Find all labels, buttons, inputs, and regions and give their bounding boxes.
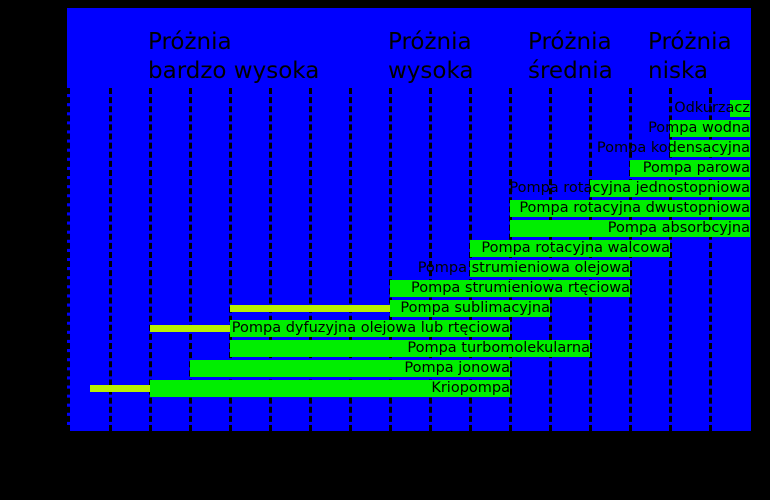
bar-row: Kriopompa — [67, 380, 751, 397]
range-bar — [590, 180, 750, 197]
gridline — [669, 88, 672, 431]
bar-label: Pompa strumieniowa olejowa — [417, 260, 630, 276]
range-bar — [670, 140, 750, 157]
gridline — [709, 88, 712, 431]
region-label: Próżnia niska — [648, 29, 732, 84]
gridline — [149, 88, 152, 431]
range-extension — [230, 305, 390, 312]
gridline — [309, 88, 312, 431]
range-bar — [150, 380, 510, 397]
bar-label: Kriopompa — [431, 380, 510, 396]
range-bar — [230, 340, 590, 357]
range-bar — [470, 240, 670, 257]
bar-label: Pompa dyfuzyjna olejowa lub rtęciowa — [231, 320, 510, 336]
bar-row: Pompa rotacyjna walcowa — [67, 240, 751, 257]
bar-label: Pompa sublimacyjna — [400, 300, 550, 316]
range-extension — [150, 325, 230, 332]
bar-row: Pompa rotacyjna jednostopniowa — [67, 180, 751, 197]
bar-row: Pompa strumieniowa rtęciowa — [67, 280, 751, 297]
range-bar — [390, 300, 550, 317]
bar-label: Pompa wodna — [648, 120, 750, 136]
range-bar — [730, 100, 750, 117]
gridline — [509, 88, 512, 431]
bar-row: Pompa kodensacyjna — [67, 140, 751, 157]
gridline — [469, 88, 472, 431]
bar-label: Pompa kodensacyjna — [596, 140, 750, 156]
region-label: Próżnia bardzo wysoka — [148, 29, 320, 84]
bar-label: Pompa rotacyjna walcowa — [481, 240, 670, 256]
axis-left — [67, 88, 70, 431]
gridline — [349, 88, 352, 431]
bar-row: Pompa parowa — [67, 160, 751, 177]
bar-row: Odkurzacz — [67, 100, 751, 117]
gridline — [109, 88, 112, 431]
bar-label: Pompa turbomolekularna — [407, 340, 590, 356]
bar-row: Pompa absorbcyjna — [67, 220, 751, 237]
bar-label: Pompa jonowa — [404, 360, 510, 376]
range-bar — [670, 120, 750, 137]
bar-row: Pompa wodna — [67, 120, 751, 137]
bar-label: Odkurzacz — [674, 100, 750, 116]
bar-row: Pompa sublimacyjna — [67, 300, 751, 317]
gridline — [189, 88, 192, 431]
bar-label: Pompa rotacyjna jednostopniowa — [509, 180, 750, 196]
range-bar — [510, 220, 750, 237]
bar-row: Pompa jonowa — [67, 360, 751, 377]
gridline — [269, 88, 272, 431]
bar-label: Pompa parowa — [642, 160, 750, 176]
gridline — [229, 88, 232, 431]
bar-label: Pompa absorbcyjna — [607, 220, 750, 236]
bar-label: Pompa strumieniowa rtęciowa — [410, 280, 630, 296]
range-bar — [510, 200, 750, 217]
range-bar — [390, 280, 630, 297]
gridline — [429, 88, 432, 431]
gridline — [389, 88, 392, 431]
range-bar — [470, 260, 630, 277]
bar-row: Pompa turbomolekularna — [67, 340, 751, 357]
gridline — [629, 88, 632, 431]
region-label: Próżnia średnia — [528, 29, 613, 84]
range-bar — [630, 160, 750, 177]
range-bar — [190, 360, 510, 377]
gridline — [589, 88, 592, 431]
range-extension — [90, 385, 150, 392]
bar-label: Pompa rotacyjna dwustopniowa — [519, 200, 750, 216]
bar-row: Pompa rotacyjna dwustopniowa — [67, 200, 751, 217]
chart-plot-area: Próżnia bardzo wysoka Próżnia wysoka Próżn… — [67, 8, 751, 431]
bar-row: Pompa dyfuzyjna olejowa lub rtęciowa — [67, 320, 751, 337]
range-bar — [230, 320, 510, 337]
region-label: Próżnia wysoka — [388, 29, 474, 84]
gridline — [549, 88, 552, 431]
bar-row: Pompa strumieniowa olejowa — [67, 260, 751, 277]
